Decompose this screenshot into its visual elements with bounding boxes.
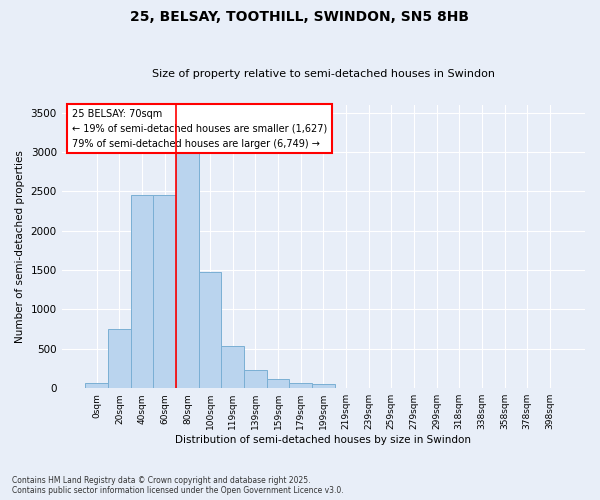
Bar: [266, 379, 289, 388]
Text: 25 BELSAY: 70sqm
← 19% of semi-detached houses are smaller (1,627)
79% of semi-d: 25 BELSAY: 70sqm ← 19% of semi-detached …: [72, 109, 328, 148]
Bar: [244, 370, 266, 388]
Text: Contains HM Land Registry data © Crown copyright and database right 2025.
Contai: Contains HM Land Registry data © Crown c…: [12, 476, 344, 495]
X-axis label: Distribution of semi-detached houses by size in Swindon: Distribution of semi-detached houses by …: [175, 435, 472, 445]
Title: Size of property relative to semi-detached houses in Swindon: Size of property relative to semi-detach…: [152, 69, 495, 79]
Bar: [154, 196, 176, 388]
Bar: [289, 384, 312, 388]
Bar: [131, 196, 154, 388]
Y-axis label: Number of semi-detached properties: Number of semi-detached properties: [15, 150, 25, 343]
Text: 25, BELSAY, TOOTHILL, SWINDON, SN5 8HB: 25, BELSAY, TOOTHILL, SWINDON, SN5 8HB: [131, 10, 470, 24]
Bar: [221, 346, 244, 388]
Bar: [199, 272, 221, 388]
Bar: [176, 152, 199, 388]
Bar: [108, 329, 131, 388]
Bar: [85, 384, 108, 388]
Bar: [312, 384, 335, 388]
